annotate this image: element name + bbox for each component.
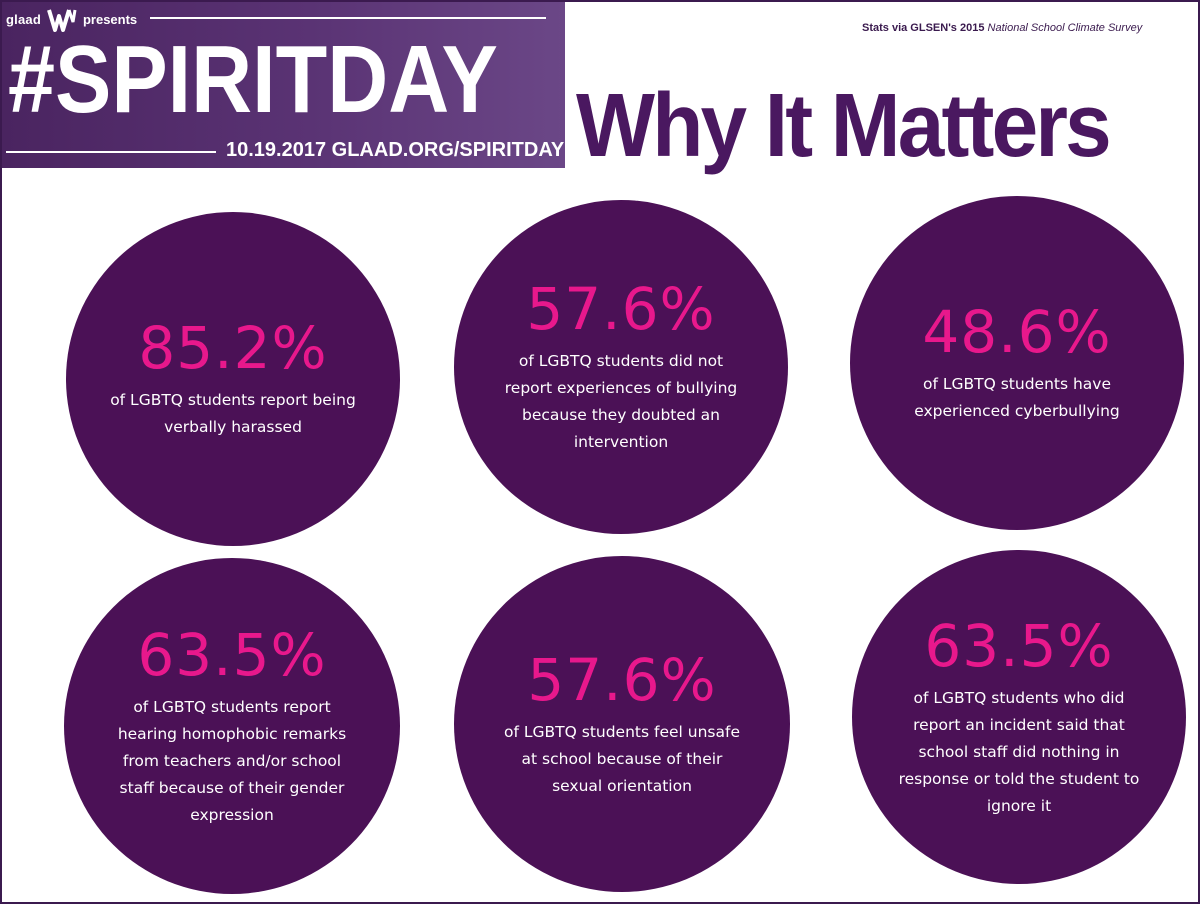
stat-circle-1: 85.2% of LGBTQ students report being ver… (66, 212, 400, 546)
stat-circle-3: 48.6% of LGBTQ students have experienced… (850, 196, 1184, 530)
stat-value: 57.6% (527, 645, 717, 714)
presents-label: presents (82, 11, 138, 27)
page-title: Why It Matters (576, 76, 1112, 176)
stat-description: of LGBTQ students report hearing homopho… (117, 697, 347, 824)
stat-value: 63.5% (137, 620, 327, 689)
stat-value: 57.6% (526, 275, 716, 343)
stat-circle-4: 63.5% of LGBTQ students report hearing h… (64, 558, 400, 894)
date-and-url: 10.19.2017 GLAAD.ORG/SPIRITDAY (226, 139, 565, 161)
stat-value: 85.2% (138, 314, 328, 382)
source-survey-title: National School Climate Survey (987, 22, 1143, 34)
stat-circle-6: 63.5% of LGBTQ students who did report a… (852, 550, 1186, 884)
stat-description: of LGBTQ students did not report experie… (504, 352, 738, 451)
stat-value: 63.5% (924, 611, 1114, 680)
stat-circle-2: 57.6% of LGBTQ students did not report e… (454, 200, 788, 534)
glaad-brand: glaad (6, 11, 41, 27)
stat-description: of LGBTQ students who did report an inci… (898, 688, 1140, 815)
source-credit: Stats via GLSEN's 2015 National School C… (862, 22, 1142, 34)
source-prefix: Stats via GLSEN's 2015 (862, 22, 988, 34)
stat-description: of LGBTQ students report being verbally … (110, 391, 356, 436)
banner-top-rule (150, 17, 546, 19)
spirit-day-banner: glaad presents #SPIRITDAY 10.19.2017 GLA… (0, 0, 565, 168)
banner-bottom-rule (6, 151, 216, 153)
spiritday-hashtag: #SPIRITDAY (8, 26, 498, 133)
stat-description: of LGBTQ students feel unsafe at school … (504, 722, 740, 795)
stat-value: 48.6% (922, 298, 1112, 366)
stat-circle-5: 57.6% of LGBTQ students feel unsafe at s… (454, 556, 790, 892)
glaad-logo-icon (47, 9, 77, 32)
stat-description: of LGBTQ students have experienced cyber… (914, 375, 1120, 420)
banner-top-row: glaad presents (6, 6, 137, 32)
